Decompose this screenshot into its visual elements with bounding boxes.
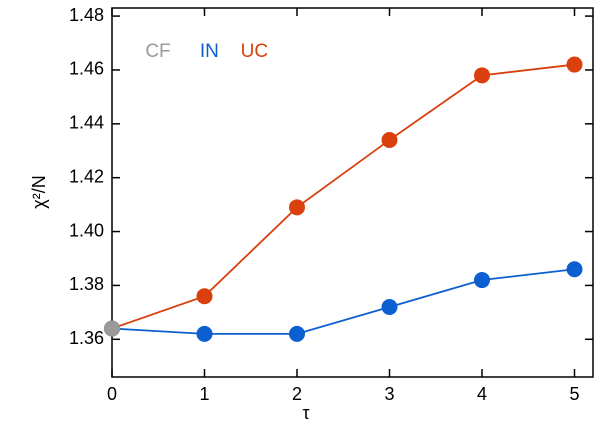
data-point <box>381 131 398 148</box>
y-tick-label: 1.40 <box>69 220 104 240</box>
legend-label: UC <box>241 41 268 62</box>
plot-frame <box>111 7 594 378</box>
y-tick-label: 1.46 <box>69 59 104 79</box>
x-axis-label: τ <box>302 403 309 423</box>
x-tick-label: 5 <box>569 384 579 404</box>
x-tick-label: 2 <box>292 384 302 404</box>
y-tick-label: 1.42 <box>69 166 104 186</box>
y-tick-label: 1.44 <box>69 113 104 133</box>
x-tick-label: 1 <box>199 384 209 404</box>
data-point <box>196 288 213 305</box>
x-tick-label: 4 <box>477 384 487 404</box>
series-line <box>111 63 575 330</box>
data-point <box>289 325 305 342</box>
data-point <box>381 298 398 315</box>
series-line <box>111 268 575 335</box>
data-point <box>104 320 120 337</box>
data-point <box>566 261 583 278</box>
legend-label: IN <box>200 41 219 62</box>
y-tick-label: 1.38 <box>69 274 104 294</box>
data-point <box>474 272 490 289</box>
y-axis-label: χ²/N <box>29 175 49 208</box>
x-tick-label: 3 <box>384 384 394 404</box>
y-tick-label: 1.48 <box>69 5 104 25</box>
y-tick-label: 1.36 <box>69 328 104 348</box>
legend-label: CF <box>145 41 170 62</box>
data-point <box>196 325 213 342</box>
x-tick-label: 0 <box>107 384 117 404</box>
data-point <box>289 199 305 216</box>
data-point <box>566 56 583 73</box>
data-point <box>474 67 490 84</box>
